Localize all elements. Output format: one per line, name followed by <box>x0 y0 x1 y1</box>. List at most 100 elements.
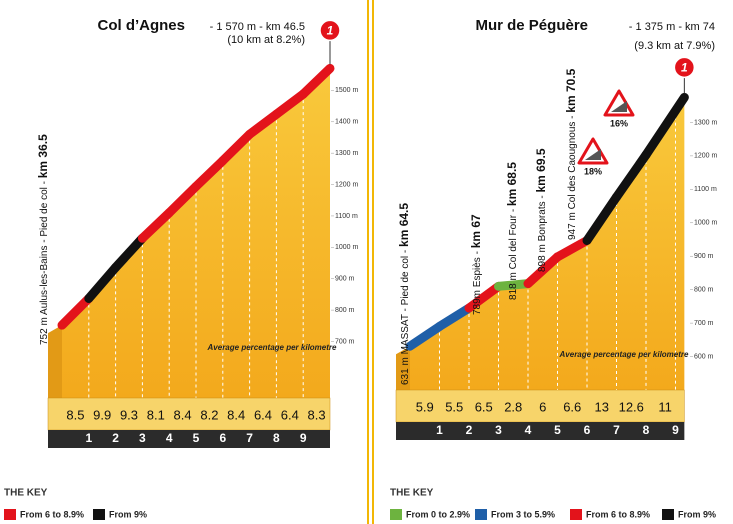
key-swatch <box>662 509 674 520</box>
waypoint-label: 818 m Col del Four - km 68.5 <box>505 162 519 300</box>
km-label: 3 <box>495 423 502 437</box>
key-title: THE KEY <box>390 488 434 499</box>
profile-segment <box>191 156 228 191</box>
y-tick-label: 900 m <box>335 276 355 283</box>
gradient-label: 13 <box>595 399 609 414</box>
key-title: THE KEY <box>4 488 48 499</box>
y-tick-label: 1300 m <box>335 150 359 157</box>
y-tick-label: 600 m <box>694 353 714 360</box>
profile-segment <box>582 192 621 246</box>
climb-note: (9.3 km at 7.9%) <box>634 40 715 52</box>
waypoint-km: km 67 <box>469 214 483 248</box>
km-label: 1 <box>436 423 443 437</box>
profile-segment <box>553 236 592 262</box>
y-tick-label: 1500 m <box>335 87 359 94</box>
y-tick-label: 1200 m <box>335 181 359 188</box>
profile-segment <box>271 89 308 119</box>
y-tick-label: 700 m <box>694 320 714 327</box>
key-label: From 6 to 8.9% <box>586 509 650 519</box>
y-tick-label: 700 m <box>335 338 355 345</box>
profile-segment <box>612 150 651 202</box>
profile-segment <box>464 281 503 313</box>
profile-area <box>410 97 685 390</box>
y-tick-label: 1100 m <box>694 186 717 193</box>
waypoint-name: 631 m MASSAT - Pied de col - <box>400 247 411 385</box>
key-label: From 9% <box>678 509 716 519</box>
key-swatch <box>4 509 16 520</box>
profile-segment <box>84 262 121 303</box>
gradient-label: 12.6 <box>619 399 644 414</box>
climb-title: Mur de Péguère <box>475 17 588 34</box>
climb-subtitle: - 1 570 m - km 46.5 <box>210 21 305 33</box>
y-tick-label: 1100 m <box>335 213 358 220</box>
gradient-label: 6.4 <box>281 407 299 422</box>
warning-slope <box>611 101 627 112</box>
waypoint-name: 789m Espiès - <box>472 248 483 315</box>
summit-marker-label: 1 <box>681 61 688 75</box>
gradient-label: 6.4 <box>254 407 272 422</box>
profile-segment <box>245 109 281 139</box>
summit-marker <box>319 19 341 42</box>
summit-marker <box>673 56 696 79</box>
km-label: 8 <box>643 423 650 437</box>
km-label: 9 <box>300 431 307 445</box>
km-label: 8 <box>273 431 280 445</box>
key-label: From 9% <box>109 509 147 519</box>
waypoint-km: km 68.5 <box>505 162 519 206</box>
waypoint-label: 631 m MASSAT - Pied de col - km 64.5 <box>397 203 411 385</box>
gradient-label: 5.9 <box>416 399 434 414</box>
climb-subtitle: - 1 375 m - km 74 <box>629 21 715 33</box>
gradient-label: 8.2 <box>200 407 218 422</box>
profile-segment <box>137 208 174 243</box>
gradient-label: 11 <box>658 399 672 414</box>
km-label: 7 <box>246 431 253 445</box>
gradient-label: 8.4 <box>174 407 192 422</box>
climb-title: Col d’Agnes <box>97 17 185 34</box>
km-label: 7 <box>613 423 620 437</box>
profile-side <box>396 346 410 390</box>
warning-label: 16% <box>610 118 628 128</box>
profile-area <box>62 68 330 399</box>
profile-segment <box>164 181 201 218</box>
waypoint-label: 898 m Bonprats - km 69.5 <box>534 148 548 272</box>
profile-segment <box>57 293 94 330</box>
y-tick-label: 800 m <box>694 287 714 294</box>
waypoint-name: 898 m Bonprats - <box>537 193 548 272</box>
km-label: 6 <box>584 423 591 437</box>
waypoint-km: km 70.5 <box>564 68 578 112</box>
gradient-label: 6.6 <box>563 399 581 414</box>
gradient-label: 6.5 <box>475 399 493 414</box>
gradient-label: 9.3 <box>120 407 138 422</box>
km-label: 5 <box>193 431 200 445</box>
front-panel <box>47 397 331 431</box>
waypoint-km: km 64.5 <box>397 203 411 247</box>
profile-segment <box>111 233 147 272</box>
front-panel <box>395 389 685 423</box>
gradient-label: 6 <box>539 399 546 414</box>
key-label: From 6 to 8.9% <box>20 509 84 519</box>
gradient-label: 2.8 <box>504 399 522 414</box>
km-label: 4 <box>166 431 173 445</box>
km-label: 5 <box>554 423 561 437</box>
y-tick-label: 800 m <box>335 307 355 314</box>
km-label: 2 <box>466 423 473 437</box>
km-label: 4 <box>525 423 532 437</box>
key-swatch <box>570 509 582 520</box>
profile-side <box>48 325 62 398</box>
profile-segment <box>298 63 335 99</box>
gradient-label: 9.9 <box>93 407 111 422</box>
waypoint-label: 947 m Col des Caougnous - km 70.5 <box>564 68 578 240</box>
warning-label: 18% <box>584 166 602 176</box>
gradient-label: 8.1 <box>147 407 165 422</box>
km-label: 2 <box>112 431 119 445</box>
gradient-label: 8.3 <box>308 407 326 422</box>
climb-note: (10 km at 8.2%) <box>227 34 305 46</box>
y-tick-label: 1300 m <box>694 119 718 126</box>
waypoint-name: 752 m Aulus-les-Bains - Pied de col - <box>39 178 50 345</box>
km-label: 3 <box>139 431 146 445</box>
y-tick-label: 1000 m <box>335 244 359 251</box>
key-swatch <box>93 509 105 520</box>
km-label: 9 <box>672 423 679 437</box>
profile-segment <box>641 92 689 160</box>
